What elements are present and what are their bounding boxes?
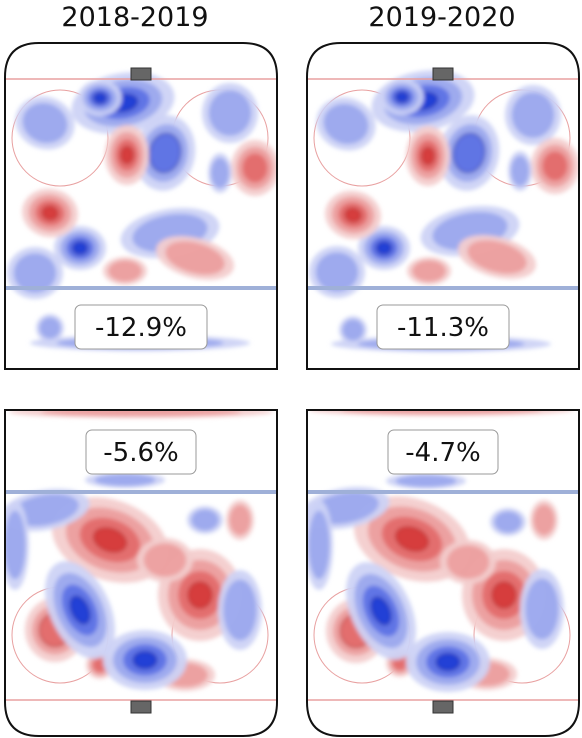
below-average-contour [39, 317, 61, 339]
below-average-contour [223, 579, 257, 641]
above-average-contour [40, 410, 242, 417]
above-average-contour [533, 504, 555, 536]
rink-panel-1: -11.3% [306, 42, 580, 370]
below-average-contour [148, 132, 182, 174]
above-average-contour [542, 151, 568, 181]
below-average-contour [494, 511, 522, 533]
below-average-contour [191, 509, 219, 531]
goal-net [432, 67, 454, 81]
above-average-contour [242, 153, 268, 183]
below-average-contour [510, 155, 530, 187]
value-label-box [74, 304, 208, 350]
above-average-contour [412, 260, 446, 282]
rink-boards [4, 42, 278, 370]
below-average-contour [69, 595, 91, 625]
rink-panel-2: -5.6% [4, 409, 278, 737]
value-label-box [85, 429, 197, 475]
below-average-contour [511, 92, 555, 138]
below-average-contour [395, 474, 457, 488]
below-average-contour [208, 90, 252, 136]
value-label: -4.7% [405, 438, 480, 468]
goal-net [432, 700, 454, 714]
below-average-contour [210, 157, 230, 189]
density-contours [7, 72, 277, 351]
below-average-contour [5, 510, 26, 580]
below-average-contour [132, 651, 158, 669]
above-average-contour [165, 241, 225, 275]
column-title-left: 2018-2019 [61, 2, 209, 33]
rink-boards [306, 42, 580, 370]
goal-net [130, 67, 152, 81]
faceoff-circle [11, 89, 109, 187]
below-average-contour [93, 92, 107, 104]
above-average-contour [344, 207, 362, 223]
above-average-contour [41, 205, 59, 221]
above-average-contour [340, 410, 542, 415]
below-average-contour [13, 253, 57, 293]
below-average-contour [452, 132, 486, 174]
above-average-contour [467, 240, 527, 274]
above-average-contour [108, 260, 142, 282]
value-label: -5.6% [103, 438, 178, 468]
above-average-contour [446, 545, 490, 579]
below-average-contour [376, 241, 392, 255]
below-average-contour [435, 653, 461, 671]
above-average-contour [143, 543, 187, 577]
below-average-contour [370, 596, 392, 626]
below-average-contour [315, 252, 359, 292]
below-average-contour [94, 473, 156, 487]
density-contours [307, 410, 573, 692]
rink-panel-0: -12.9% [4, 42, 278, 370]
value-label-box [387, 429, 499, 475]
below-average-contour [342, 319, 364, 341]
goal-net [130, 700, 152, 714]
below-average-contour [22, 102, 68, 144]
column-title-right: 2019-2020 [368, 2, 516, 33]
faceoff-circle [313, 89, 411, 187]
below-average-contour [395, 91, 409, 103]
below-average-contour [525, 578, 559, 640]
below-average-contour [11, 493, 79, 527]
below-average-contour [323, 103, 369, 145]
above-average-contour [120, 146, 134, 164]
above-average-contour [229, 504, 251, 536]
value-label: -12.9% [95, 313, 187, 343]
rink-boards [306, 409, 580, 737]
above-average-contour [421, 147, 435, 165]
value-label-box [376, 304, 510, 350]
rink-panel-3: -4.7% [306, 409, 580, 737]
below-average-contour [308, 510, 330, 580]
above-average-contour [93, 527, 127, 553]
value-label: -11.3% [397, 313, 489, 343]
above-average-contour [491, 581, 517, 609]
density-contours [5, 410, 273, 691]
below-average-contour [72, 241, 88, 255]
above-average-contour [187, 581, 213, 609]
rink-boards [4, 409, 278, 737]
above-average-contour [395, 526, 429, 552]
